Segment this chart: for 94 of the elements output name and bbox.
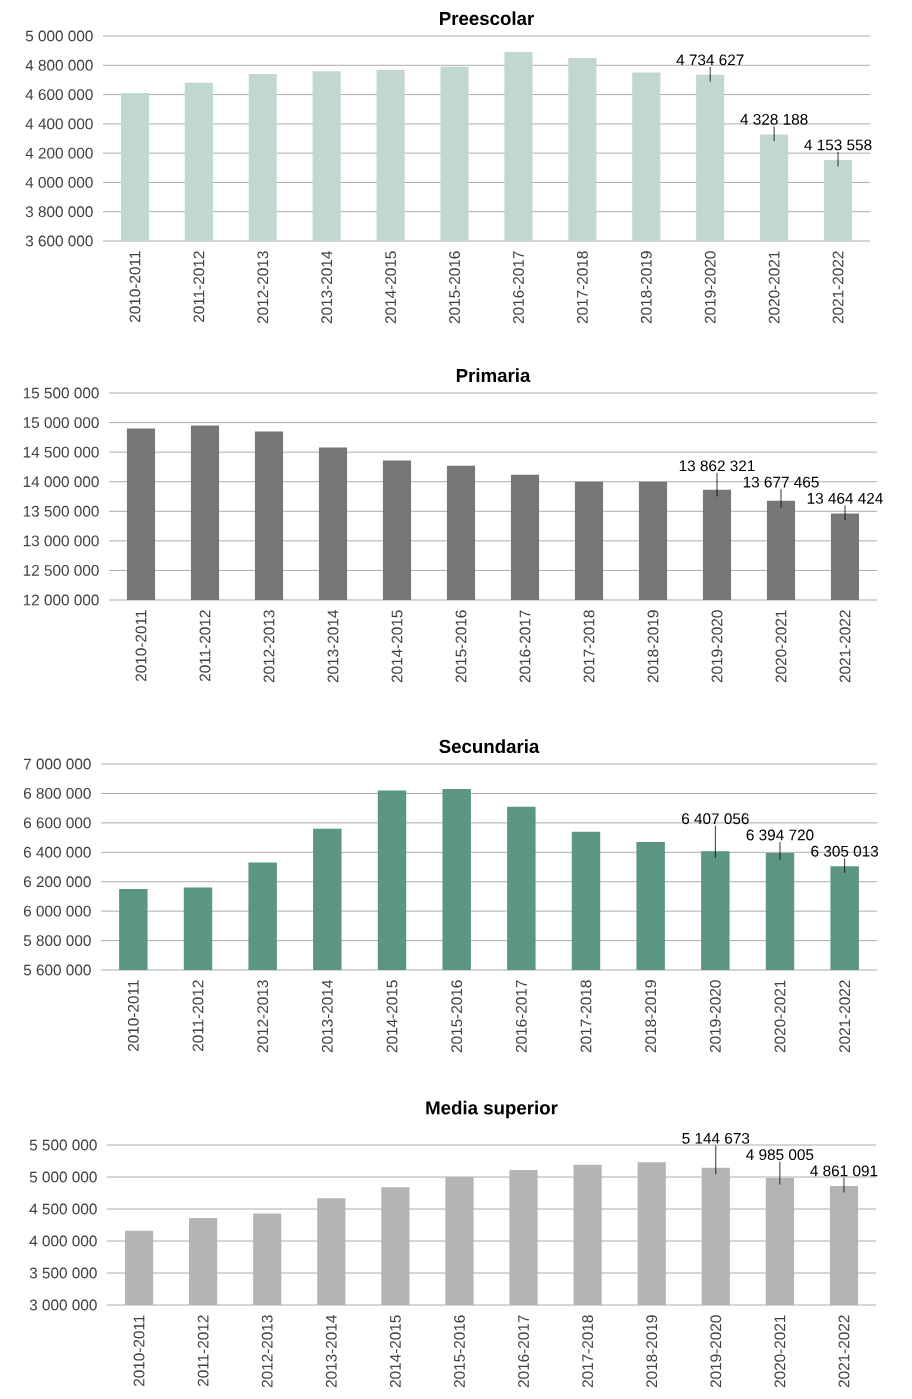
x-tick-label: 2013-2014: [325, 1315, 337, 1388]
y-tick-label: 12 500 000: [23, 565, 99, 576]
data-label: 4 153 558: [804, 139, 872, 151]
x-tick-label: 2020-2021: [775, 610, 787, 683]
data-label: 13 464 424: [807, 492, 883, 504]
x-tick-label: 2014-2015: [389, 1315, 401, 1388]
x-tick-label: 2018-2019: [646, 1315, 658, 1388]
x-tick-label: 2012-2013: [257, 251, 269, 324]
y-tick-label: 13 000 000: [23, 535, 99, 547]
y-tick-label: 6 600 000: [23, 817, 91, 829]
x-tick-label: 2020-2021: [768, 251, 780, 324]
x-tick-label: 2014-2015: [385, 251, 397, 324]
x-tick-label: 2015-2016: [454, 1315, 465, 1388]
data-label: 6 305 013: [811, 845, 879, 857]
y-tick-label: 12 000 000: [23, 594, 99, 606]
y-tick-label: 4 800 000: [25, 59, 93, 71]
x-tick-label: 2016-2017: [515, 980, 527, 1053]
y-tick-label: 3 600 000: [25, 235, 93, 247]
data-label: 6 394 720: [746, 829, 814, 841]
y-tick-label: 14 500 000: [23, 446, 99, 458]
data-label: 4 734 627: [676, 54, 744, 66]
x-tick-label: 2012-2013: [261, 1315, 273, 1388]
x-tick-label: 2010-2011: [129, 251, 141, 323]
x-tick-label: 2021-2022: [839, 980, 851, 1053]
x-tick-label: 2016-2017: [513, 251, 524, 324]
y-tick-label: 6 000 000: [23, 905, 91, 917]
x-tick-label: 2014-2015: [391, 610, 403, 683]
y-tick-label: 4 500 000: [29, 1203, 97, 1215]
x-tick-label: 2021-2022: [832, 251, 844, 324]
x-tick-label: 2019-2020: [709, 980, 721, 1053]
y-tick-label: 4 000 000: [29, 1235, 97, 1247]
x-tick-label: 2016-2017: [518, 1315, 529, 1388]
y-tick-label: 15 000 000: [23, 417, 99, 429]
x-tick-label: 2010-2011: [127, 980, 139, 1052]
chart-title: Media superior: [426, 1100, 558, 1119]
chart-title: Secundaria: [439, 739, 540, 754]
x-tick-label: 2010-2011: [133, 1315, 145, 1387]
x-tick-label: 2019-2020: [711, 610, 723, 683]
y-tick-label: 6 200 000: [23, 876, 91, 888]
x-tick-label: 2017-2018: [582, 1315, 594, 1388]
y-tick-label: 15 500 000: [23, 387, 99, 399]
x-tick-label: 2011-2012: [193, 251, 205, 323]
x-tick-label: 2020-2021: [774, 980, 786, 1053]
data-label: 5 144 673: [682, 1132, 750, 1144]
y-tick-label: 3 000 000: [29, 1299, 97, 1311]
y-tick-label: 4 000 000: [25, 177, 93, 188]
x-tick-label: 2018-2019: [647, 610, 659, 683]
x-tick-label: 2015-2016: [451, 980, 463, 1053]
y-tick-label: 5 800 000: [23, 935, 91, 947]
y-tick-label: 5 000 000: [29, 1171, 97, 1183]
y-tick-label: 13 500 000: [23, 505, 99, 517]
x-tick-label: 2013-2014: [321, 980, 333, 1053]
y-tick-label: 3 800 000: [25, 206, 93, 218]
y-tick-label: 7 000 000: [23, 758, 91, 770]
y-tick-label: 6 800 000: [23, 788, 91, 799]
chart-title: Preescolar: [440, 11, 534, 26]
y-tick-label: 14 000 000: [23, 476, 99, 488]
data-label: 4 328 188: [740, 113, 808, 125]
x-tick-label: 2015-2016: [455, 610, 467, 683]
x-tick-label: 2016-2017: [519, 610, 531, 683]
data-label: 13 862 321: [679, 460, 755, 472]
x-tick-label: 2018-2019: [645, 980, 657, 1053]
x-tick-label: 2017-2018: [576, 251, 588, 324]
y-tick-label: 3 500 000: [29, 1267, 97, 1279]
y-tick-label: 4 600 000: [25, 89, 93, 101]
x-tick-label: 2010-2011: [135, 610, 147, 682]
x-tick-label: 2013-2014: [321, 251, 333, 324]
x-tick-label: 2014-2015: [386, 980, 398, 1053]
x-tick-label: 2019-2020: [710, 1315, 722, 1388]
x-tick-label: 2011-2012: [199, 610, 211, 682]
data-label: 4 861 091: [810, 1165, 878, 1177]
x-tick-label: 2017-2018: [583, 610, 595, 683]
y-tick-label: 4 200 000: [25, 147, 93, 159]
y-tick-label: 5 600 000: [23, 964, 91, 976]
y-tick-label: 6 400 000: [23, 846, 91, 858]
data-label: 13 677 465: [743, 476, 819, 488]
x-tick-label: 2021-2022: [839, 610, 851, 683]
y-tick-label: 5 000 000: [25, 30, 93, 42]
x-tick-label: 2012-2013: [263, 610, 275, 683]
x-tick-label: 2018-2019: [640, 251, 652, 324]
data-label: 4 985 005: [746, 1149, 814, 1161]
x-tick-label: 2011-2012: [197, 1315, 209, 1387]
x-tick-label: 2015-2016: [449, 251, 460, 324]
x-tick-label: 2013-2014: [327, 610, 339, 683]
x-tick-label: 2017-2018: [580, 980, 592, 1053]
y-tick-label: 4 400 000: [25, 118, 93, 130]
x-tick-label: 2020-2021: [774, 1315, 786, 1388]
y-tick-label: 5 500 000: [29, 1139, 97, 1151]
x-tick-label: 2019-2020: [704, 251, 716, 324]
x-tick-label: 2012-2013: [257, 980, 269, 1053]
x-tick-label: 2021-2022: [838, 1315, 850, 1388]
data-label: 6 407 056: [682, 813, 749, 825]
chart-title: Primaria: [456, 368, 531, 383]
x-tick-label: 2011-2012: [192, 980, 204, 1052]
